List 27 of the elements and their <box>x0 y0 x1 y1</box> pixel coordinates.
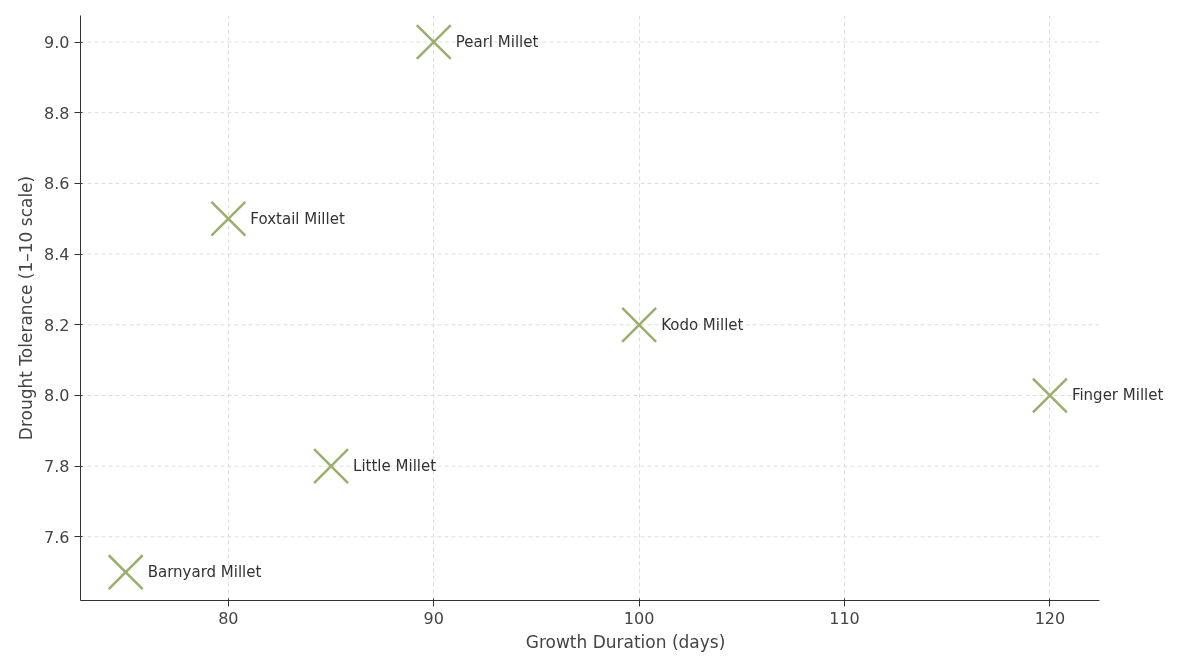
x-axis-title: Growth Duration (days) <box>525 631 726 652</box>
x-tick-label: 110 <box>829 608 860 628</box>
x-tick-label: 120 <box>1034 608 1066 628</box>
annotation: Pearl Millet <box>455 33 539 52</box>
point <box>415 23 452 61</box>
point <box>312 447 350 485</box>
annotation: Foxtail Millet <box>250 209 345 228</box>
point <box>620 306 658 344</box>
annotation: Finger Millet <box>1071 386 1164 405</box>
annotation: Kodo Millet <box>661 315 744 334</box>
y-tick-label: 8.0 <box>44 386 70 406</box>
annotation: Little Millet <box>353 457 437 476</box>
x-tick-label: 90 <box>423 608 444 628</box>
y-tick-label: 8.2 <box>44 315 70 335</box>
point <box>1031 377 1069 414</box>
point <box>210 200 247 237</box>
point <box>107 554 144 591</box>
y-tick-label: 9.0 <box>44 33 70 53</box>
y-tick-label: 7.6 <box>44 527 70 547</box>
y-tick-label: 8.8 <box>44 103 70 123</box>
y-axis-title: Drought Tolerance (1–10 scale) <box>16 175 37 441</box>
y-tick-label: 8.6 <box>44 174 70 194</box>
y-tick-label: 8.4 <box>44 245 70 265</box>
x-tick-label: 80 <box>218 608 239 628</box>
y-tick-label: 7.8 <box>44 457 70 477</box>
annotation: Barnyard Millet <box>147 563 262 582</box>
x-tick-label: 100 <box>623 608 655 628</box>
